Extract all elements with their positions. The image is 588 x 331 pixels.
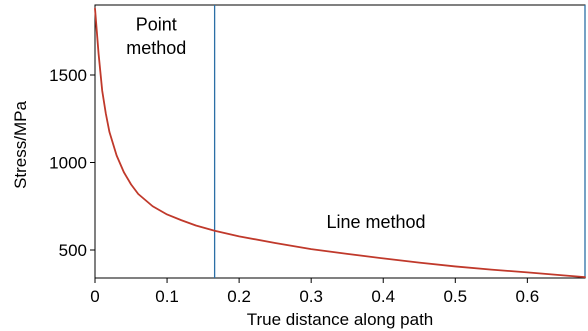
x-tick-label: 0.3	[299, 287, 323, 306]
y-axis-title: Stress/MPa	[11, 101, 30, 189]
annotation-1: Point	[136, 14, 177, 34]
plot-area	[94, 4, 586, 279]
y-tick-label: 1000	[49, 154, 87, 173]
x-tick-label: 0.5	[443, 287, 467, 306]
chart-marks	[94, 5, 586, 279]
plot-frame	[94, 4, 586, 279]
y-tick-label: 1500	[49, 66, 87, 85]
x-tick-label: 0.1	[155, 287, 179, 306]
x-tick-label: 0.6	[516, 287, 540, 306]
annotation-2: method	[126, 38, 186, 58]
y-axis-ticks: 500 1000 1500	[49, 66, 95, 260]
x-tick-label: 0	[90, 287, 99, 306]
annotations: Point method Line method	[126, 14, 425, 232]
x-axis-title: True distance along path	[247, 310, 434, 329]
y-tick-label: 500	[59, 241, 87, 260]
series-line-1	[94, 7, 586, 279]
annotation-3: Line method	[326, 212, 425, 232]
x-tick-label: 0.4	[371, 287, 395, 306]
x-tick-label: 0.2	[227, 287, 251, 306]
x-axis-ticks: 0 0.1 0.2 0.3 0.4 0.5 0.6	[90, 278, 539, 306]
